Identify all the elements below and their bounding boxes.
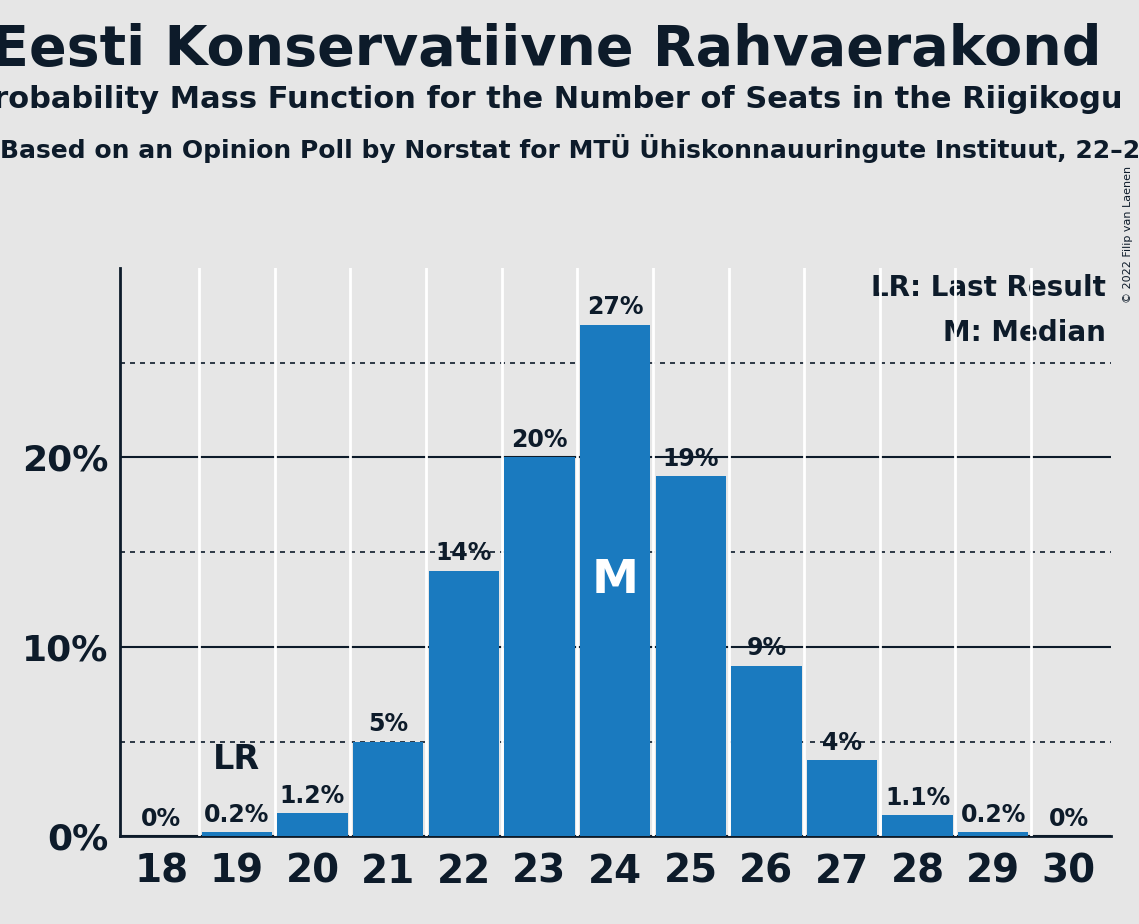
Text: 0.2%: 0.2%: [204, 803, 270, 827]
Text: © 2022 Filip van Laenen: © 2022 Filip van Laenen: [1123, 166, 1133, 303]
Bar: [277, 813, 347, 836]
Bar: [428, 571, 499, 836]
Bar: [505, 457, 574, 836]
Bar: [731, 665, 802, 836]
Text: 0%: 0%: [141, 808, 181, 832]
Text: M: Median: M: Median: [943, 319, 1106, 347]
Bar: [202, 833, 272, 836]
Text: 9%: 9%: [746, 636, 786, 660]
Text: 0%: 0%: [1049, 808, 1089, 832]
Text: LR: LR: [213, 743, 261, 775]
Text: 20%: 20%: [511, 428, 567, 452]
Text: LR: Last Result: LR: Last Result: [870, 274, 1106, 301]
Text: 5%: 5%: [368, 711, 408, 736]
Bar: [580, 324, 650, 836]
Text: Probability Mass Function for the Number of Seats in the Riigikogu: Probability Mass Function for the Number…: [0, 85, 1122, 114]
Text: 1.1%: 1.1%: [885, 785, 950, 809]
Text: 1.2%: 1.2%: [280, 784, 345, 808]
Text: 0.2%: 0.2%: [960, 803, 1026, 827]
Bar: [806, 760, 877, 836]
Bar: [883, 815, 953, 836]
Text: M: M: [591, 558, 639, 603]
Text: Eesti Konservatiivne Rahvaerakond: Eesti Konservatiivne Rahvaerakond: [0, 23, 1101, 77]
Text: Based on an Opinion Poll by Norstat for MTÜ Ühiskonnauuringute Instituut, 22–28 : Based on an Opinion Poll by Norstat for …: [0, 134, 1139, 163]
Bar: [353, 741, 424, 836]
Text: 4%: 4%: [822, 731, 862, 755]
Text: 27%: 27%: [587, 295, 644, 319]
Text: 19%: 19%: [663, 446, 719, 470]
Bar: [656, 477, 726, 836]
Bar: [958, 833, 1029, 836]
Text: 14%: 14%: [435, 541, 492, 565]
